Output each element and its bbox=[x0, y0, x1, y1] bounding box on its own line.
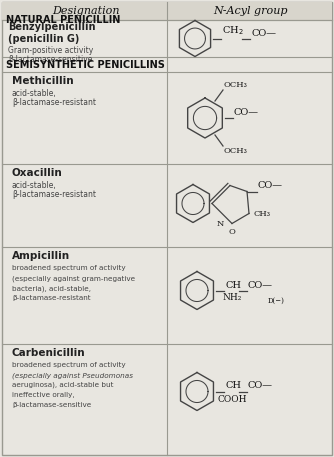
Text: (especially against gram-negative: (especially against gram-negative bbox=[12, 275, 135, 282]
Text: broadened spectrum of activity: broadened spectrum of activity bbox=[12, 265, 126, 271]
Text: CH: CH bbox=[225, 281, 241, 289]
Text: N-Acyl group: N-Acyl group bbox=[213, 6, 288, 16]
Text: O: O bbox=[228, 228, 235, 235]
Text: Benzylpenicillin: Benzylpenicillin bbox=[8, 22, 96, 32]
Text: Methicillin: Methicillin bbox=[12, 76, 73, 86]
Text: NATURAL PENICILLIN: NATURAL PENICILLIN bbox=[6, 15, 120, 25]
Text: acid-stable,: acid-stable, bbox=[12, 181, 57, 190]
Text: (penicillin G): (penicillin G) bbox=[8, 34, 79, 44]
Text: N: N bbox=[217, 219, 224, 228]
Text: Oxacillin: Oxacillin bbox=[12, 168, 63, 178]
Text: Designation: Designation bbox=[52, 6, 119, 16]
Text: ineffective orally,: ineffective orally, bbox=[12, 392, 74, 398]
Text: CH: CH bbox=[225, 382, 241, 390]
Bar bbox=[2, 2, 332, 20]
Text: Gram-positive activity: Gram-positive activity bbox=[8, 46, 93, 55]
Text: β-lactamase-resistant: β-lactamase-resistant bbox=[12, 98, 96, 107]
Text: SEMISYNTHETIC PENICILLINS: SEMISYNTHETIC PENICILLINS bbox=[6, 59, 165, 69]
Text: NH₂: NH₂ bbox=[222, 293, 242, 303]
Text: COOH: COOH bbox=[217, 395, 247, 404]
Text: CO—: CO— bbox=[251, 28, 276, 37]
Text: OCH₃: OCH₃ bbox=[224, 81, 248, 89]
Text: CH$_2$: CH$_2$ bbox=[222, 25, 243, 37]
Text: β-lactamase-sensitive: β-lactamase-sensitive bbox=[12, 402, 91, 408]
Text: β-lactamase-sensitive: β-lactamase-sensitive bbox=[8, 55, 93, 64]
Text: β-lactamase-resistant: β-lactamase-resistant bbox=[12, 295, 91, 301]
Text: acid-stable,: acid-stable, bbox=[12, 89, 57, 98]
Text: CH₃: CH₃ bbox=[254, 209, 271, 218]
Text: Carbenicillin: Carbenicillin bbox=[12, 348, 86, 358]
Text: CO—: CO— bbox=[258, 181, 283, 191]
Text: broadened spectrum of activity: broadened spectrum of activity bbox=[12, 362, 126, 368]
Text: D(−): D(−) bbox=[268, 297, 285, 304]
Text: β-lactamase-resistant: β-lactamase-resistant bbox=[12, 190, 96, 199]
Text: OCH₃: OCH₃ bbox=[224, 147, 248, 155]
Text: Ampicillin: Ampicillin bbox=[12, 251, 70, 261]
Text: aeruginosa), acid-stable but: aeruginosa), acid-stable but bbox=[12, 382, 114, 388]
Text: CO—: CO— bbox=[248, 281, 273, 289]
Text: CO—: CO— bbox=[248, 382, 273, 390]
Text: CO—: CO— bbox=[234, 108, 259, 117]
Text: (especially against Pseudomonas: (especially against Pseudomonas bbox=[12, 372, 133, 378]
Text: bacteria), acid-stable,: bacteria), acid-stable, bbox=[12, 285, 91, 292]
